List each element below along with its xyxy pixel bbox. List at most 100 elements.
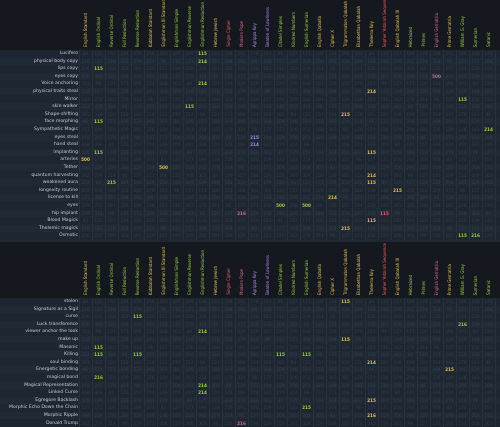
column-header[interactable]: Thelema Key (366, 0, 377, 50)
column-header[interactable]: Sepher Yetzirah Sequence (379, 0, 390, 50)
cipher-row[interactable]: skin walker 233 268 303 84 120 157 194 229 115 291… (0, 103, 500, 111)
column-header[interactable]: Modern Pope (236, 0, 247, 50)
cipher-row[interactable]: Luck transference 256 291 326 109 148 183 218 24… (0, 320, 500, 328)
column-header[interactable]: Beaten of Lowliness (262, 0, 273, 50)
column-header[interactable]: Single Cipher (223, 242, 234, 298)
column-header[interactable]: Reverse Reduction (132, 0, 143, 50)
column-header[interactable]: English Qabalah III (392, 242, 403, 298)
cipher-row[interactable]: Mirror 183 218 242 279 314 96 137 171 206 233 268 30… (0, 96, 500, 103)
column-header[interactable]: Englishman Simple (171, 242, 182, 298)
column-header[interactable]: Citadel Simplex (275, 242, 286, 298)
column-header[interactable]: Englishman Reduction (197, 0, 208, 50)
cipher-row[interactable]: face morphing 96 115 171 206 233 268 303 84 120 15… (0, 118, 500, 126)
column-header[interactable]: Englishman III Standard (158, 242, 169, 298)
cipher-row[interactable]: Blood Magick 84 120 157 194 229 256 291 326 109 14… (0, 217, 500, 224)
column-header[interactable]: Agrippa Key (249, 0, 260, 50)
column-header[interactable]: English Ordinal (93, 0, 104, 50)
cipher-row[interactable]: Egregore Backlash 326 109 148 183 218 242 279 31… (0, 396, 500, 404)
cipher-row[interactable]: longevity routine 109 148 183 218 242 279 314 96… (0, 187, 500, 194)
column-header[interactable]: English Sumerian (301, 0, 312, 50)
column-header[interactable]: Cipher X (327, 242, 338, 298)
column-header[interactable]: Single Cipher (223, 0, 234, 50)
column-header[interactable]: English Qabalah III (392, 0, 403, 50)
column-header[interactable]: Modern Pope (236, 242, 247, 298)
cipher-row[interactable]: Donald Trump 242 279 314 96 137 171 206 233 268 30… (0, 420, 500, 427)
column-header[interactable]: Hebrew Jewish (210, 0, 221, 50)
column-header[interactable]: Sepher Yetzirah Sequence (379, 242, 390, 298)
cipher-row[interactable]: Tether 194 229 256 291 326 109 500 183 218 242 279 3… (0, 164, 500, 171)
column-header[interactable]: English Standard (80, 0, 91, 50)
cipher-row[interactable]: hip implant 279 314 96 137 171 206 233 268 303 84 1… (0, 209, 500, 217)
column-header[interactable]: English Sumerian (301, 242, 312, 298)
column-header[interactable]: English Gematria (431, 0, 442, 50)
column-header[interactable]: Elizabethan Qabalah (353, 0, 364, 50)
column-header[interactable]: Kindred Numbers (288, 242, 299, 298)
column-header[interactable]: Englishman Simple (171, 0, 182, 50)
cipher-row[interactable]: magical bond 157 216 229 256 291 326 109 148 183 2… (0, 374, 500, 381)
column-header[interactable]: Trigrammaton Qabalah (340, 0, 351, 50)
column-header[interactable]: Reverse Reduction (132, 242, 143, 298)
column-header[interactable]: Thelema Key (366, 242, 377, 298)
cipher-row[interactable]: arteries 500 171 206 233 268 303 84 120 157 194 229… (0, 156, 500, 163)
cipher-row[interactable]: lips copy 206 115 268 303 84 120 157 194 229 256 29… (0, 65, 500, 72)
cipher-row[interactable]: Masonic 183 115 242 279 314 96 137 171 206 233 268 3… (0, 344, 500, 351)
column-header[interactable]: Reverse Ordinal (106, 242, 117, 298)
cipher-row[interactable]: hand steal 268 303 84 120 157 194 229 256 291 326 1… (0, 141, 500, 148)
column-header[interactable]: English Qaballa (314, 242, 325, 298)
column-header[interactable]: Cipher X (327, 0, 338, 50)
cipher-row[interactable]: implanting 326 115 148 183 218 242 279 314 96 137 1… (0, 148, 500, 156)
column-header[interactable]: William G. Gray (457, 0, 468, 50)
column-header[interactable]: Englishman Reverse (184, 242, 195, 298)
cipher-row[interactable]: Sympathetic Magic 157 194 229 256 291 326 109 14… (0, 126, 500, 133)
cipher-row[interactable]: soul binding 291 326 109 148 183 218 242 279 314 9… (0, 359, 500, 366)
cipher-row[interactable]: curse 206 233 268 303 115 120 157 194 229 256 291 32… (0, 313, 500, 320)
cipher-row[interactable]: Magical Representation 218 242 279 314 96 137 1… (0, 381, 500, 389)
column-header[interactable]: Full Reduction (119, 242, 130, 298)
column-header[interactable]: Kindred Numbers (288, 0, 299, 50)
column-header[interactable]: Beaten of Lowliness (262, 242, 273, 298)
column-header[interactable]: Hebraized (405, 0, 416, 50)
cipher-row[interactable]: viewer anchor the look 314 96 137 171 206 233 2… (0, 328, 500, 335)
column-header[interactable]: Kabbalah Standard (145, 242, 156, 298)
cipher-row[interactable]: make up 120 157 194 229 256 291 326 109 148 183 218… (0, 336, 500, 343)
column-header[interactable]: English Qaballa (314, 0, 325, 50)
column-header[interactable]: Reverse Ordinal (106, 0, 117, 50)
column-header[interactable]: Primes (418, 242, 429, 298)
column-header[interactable]: English Gematria (431, 242, 442, 298)
column-header[interactable]: Satanic (483, 0, 494, 50)
cipher-row[interactable]: quantum harvesting 242 279 314 96 137 171 206 23… (0, 172, 500, 179)
cipher-row[interactable]: physical traits steal 120 157 194 229 256 291 3… (0, 88, 500, 95)
column-header[interactable]: Kabbalah Standard (145, 0, 156, 50)
cipher-row[interactable]: Morphic Ripple 194 229 256 291 326 109 148 183 21… (0, 412, 500, 419)
cipher-row[interactable]: Lucifero 84 120 157 194 229 256 291 326 109 115 183… (0, 50, 500, 57)
column-header[interactable]: Englishman III Standard (158, 0, 169, 50)
column-header[interactable]: Trigrammaton Qabalah (340, 242, 351, 298)
column-header[interactable]: Prime Gematria (444, 0, 455, 50)
column-header[interactable]: Full Reduction (119, 0, 130, 50)
column-header[interactable]: Hebraized (405, 242, 416, 298)
cipher-row[interactable]: Thelemic magick 148 183 218 242 279 314 96 137 17… (0, 224, 500, 232)
cipher-row[interactable]: Morphic Echo Down the Chain 137 171 206 233 2… (0, 404, 500, 411)
cipher-row[interactable]: license to kill 171 206 233 268 303 84 120 157 19… (0, 194, 500, 202)
cipher-row[interactable]: physical body copy 148 183 218 242 279 314 96 13… (0, 57, 500, 65)
column-header[interactable]: Prime Gematria (444, 242, 455, 298)
cipher-row[interactable]: eyes steal 218 242 279 314 96 137 171 206 233 268 3… (0, 133, 500, 141)
column-header[interactable]: English Standard (80, 242, 91, 298)
cipher-row[interactable]: Shape-shifting 291 326 109 148 183 218 242 279 31… (0, 111, 500, 118)
cipher-row[interactable]: Osmotic 206 233 268 303 84 120 157 194 229 256 291 3… (0, 232, 500, 239)
cipher-row[interactable]: eyes copy 256 291 326 109 148 183 218 242 279 314 9… (0, 72, 500, 80)
column-header[interactable]: Agrippa Key (249, 242, 260, 298)
cipher-row[interactable]: Signature as a Sigil 148 183 218 242 279 314 96… (0, 305, 500, 313)
column-header[interactable]: Englishman Reverse (184, 0, 195, 50)
column-header[interactable]: Elizabethan Qabalah (353, 242, 364, 298)
cipher-row[interactable]: eyes 229 256 291 326 109 148 183 218 242 279 314 96 1… (0, 202, 500, 209)
column-header[interactable]: English Ordinal (93, 242, 104, 298)
cipher-row[interactable]: Killing 233 115 303 84 115 157 194 229 256 291 326 1… (0, 351, 500, 359)
column-header[interactable]: Primes (418, 0, 429, 50)
cipher-row[interactable]: Voice anchoring 314 96 137 171 206 233 268 303 84… (0, 80, 500, 87)
cipher-row[interactable]: Energetic bonding 96 137 171 206 233 268 303 84 1… (0, 366, 500, 374)
column-header[interactable]: Citadel Simplex (275, 0, 286, 50)
column-header[interactable]: Sumerian (470, 0, 481, 50)
column-header[interactable]: Englishman Reduction (197, 242, 208, 298)
cipher-row[interactable]: stolen 84 120 157 194 229 256 291 326 109 148 183 21… (0, 298, 500, 305)
